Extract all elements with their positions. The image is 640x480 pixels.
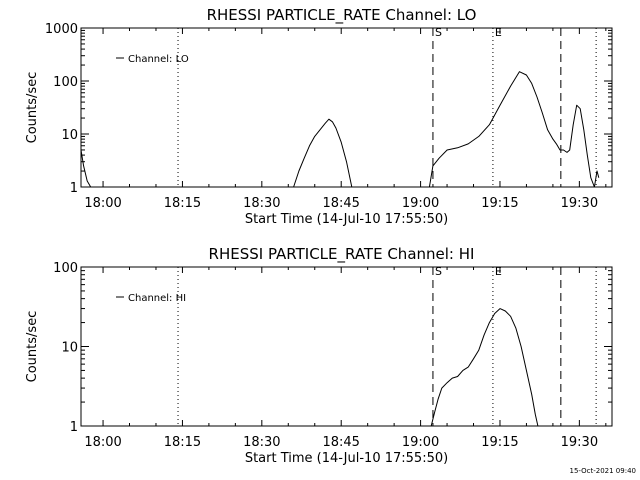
chart-title: RHESSI PARTICLE_RATE Channel: LO — [207, 6, 477, 25]
x-tick-label: 19:15 — [481, 435, 518, 450]
x-axis-label: Start Time (14-Jul-10 17:55:50) — [245, 212, 448, 227]
legend-label: Channel: LO — [128, 54, 189, 65]
y-tick-label: 1 — [70, 420, 78, 435]
x-tick-label: 18:45 — [322, 196, 359, 211]
x-tick-label: 19:15 — [481, 196, 518, 211]
series-line-segment-0 — [80, 149, 92, 188]
x-tick-label: 18:30 — [243, 435, 280, 450]
x-tick-label: 18:00 — [84, 196, 121, 211]
footer-timestamp: 15-Oct-2021 09:40 — [570, 467, 636, 475]
x-tick-label: 18:00 — [84, 435, 121, 450]
time-marker-label: S — [435, 26, 442, 39]
chart-panel-0: RHESSI PARTICLE_RATE Channel: LO 18:00 18:… — [25, 6, 613, 227]
plot-frame — [80, 27, 613, 188]
legend-label: Channel: HI — [128, 293, 186, 304]
y-tick-label: 1000 — [45, 22, 78, 37]
x-tick-label: 19:00 — [402, 196, 439, 211]
series-line-segment-1 — [293, 118, 353, 188]
plot-frame — [80, 266, 613, 427]
y-tick-label: 100 — [53, 75, 78, 90]
x-tick-label: 18:15 — [164, 435, 201, 450]
y-axis-label: Counts/sec — [25, 311, 40, 383]
time-marker-label: E — [495, 26, 502, 39]
x-tick-label: 19:00 — [402, 435, 439, 450]
x-tick-label: 18:30 — [243, 196, 280, 211]
y-axis-label: Counts/sec — [25, 72, 40, 144]
chart-panel-1: RHESSI PARTICLE_RATE Channel: HI 18:00 18:… — [25, 245, 613, 466]
series-line-segment-0 — [430, 308, 539, 427]
x-axis-label: Start Time (14-Jul-10 17:55:50) — [245, 451, 448, 466]
chart-title: RHESSI PARTICLE_RATE Channel: HI — [209, 245, 475, 264]
y-tick-label: 10 — [61, 128, 78, 143]
y-tick-label: 100 — [53, 261, 78, 276]
y-tick-label: 1 — [70, 181, 78, 196]
x-tick-label: 19:30 — [561, 196, 598, 211]
time-marker-label: S — [435, 265, 442, 278]
y-tick-label: 10 — [61, 341, 78, 356]
x-tick-label: 19:30 — [561, 435, 598, 450]
x-tick-label: 18:15 — [164, 196, 201, 211]
time-marker-label: E — [495, 265, 502, 278]
series-line-segment-2 — [428, 71, 600, 188]
x-tick-label: 18:45 — [322, 435, 359, 450]
